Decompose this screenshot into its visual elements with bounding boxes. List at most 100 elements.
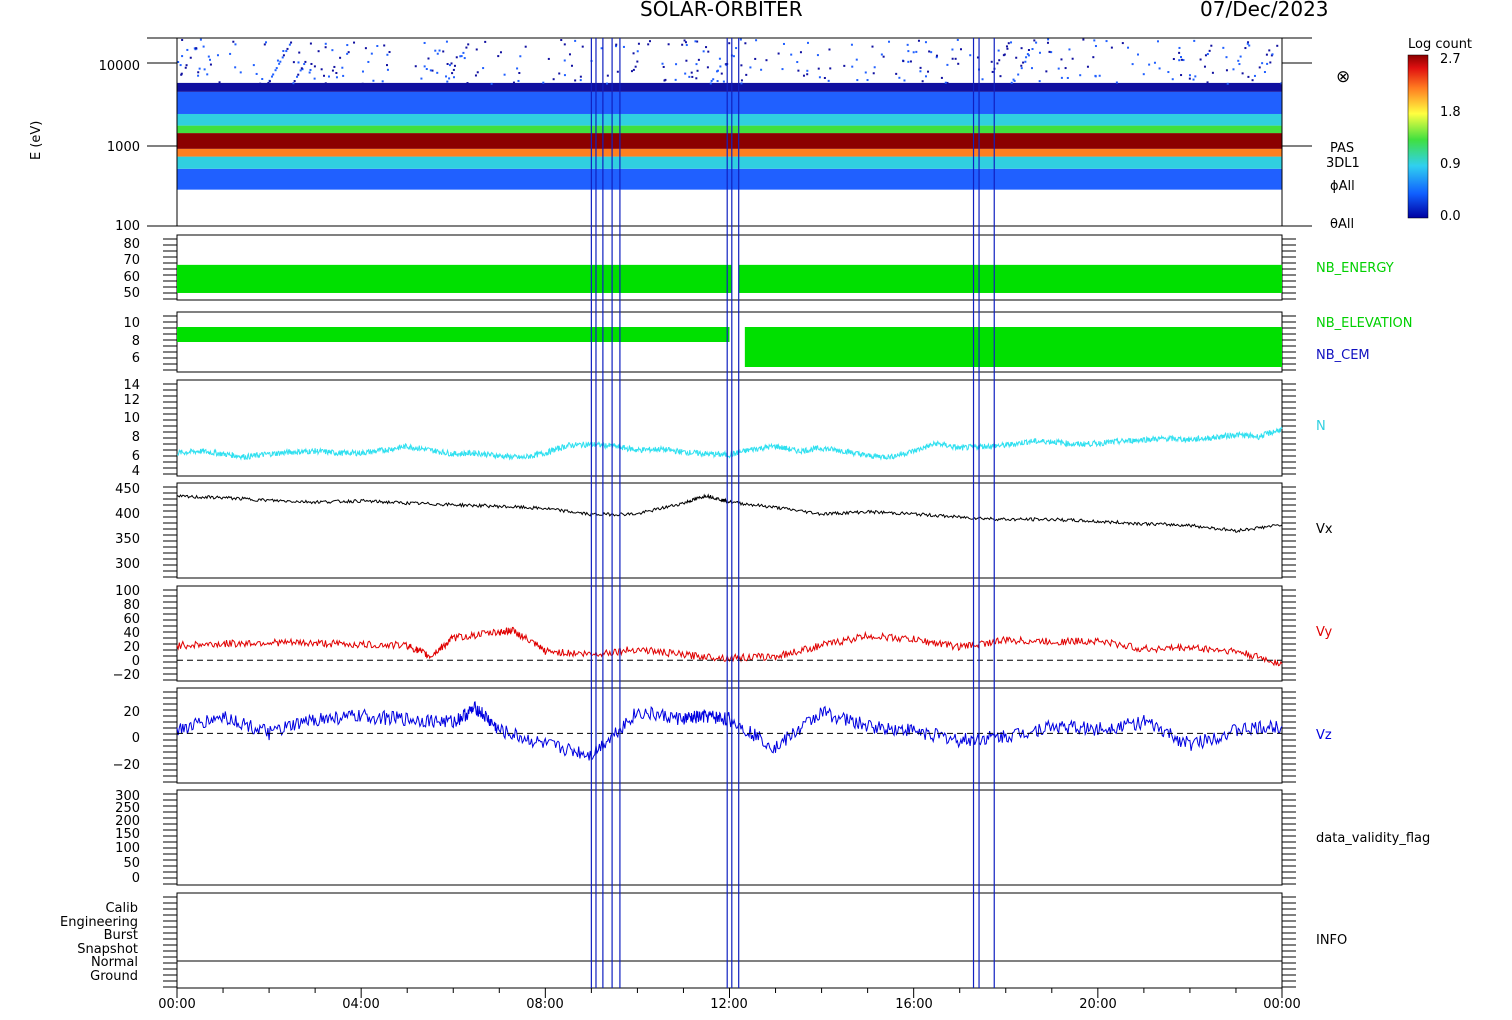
spectrogram-pixel (1031, 47, 1034, 50)
spectrogram-pixel (1206, 81, 1209, 84)
spectrogram-pixel (346, 52, 349, 55)
spectrogram-pixel (339, 56, 342, 59)
info-panel: Calib Engineering Burst Snapshot Normal … (60, 892, 1347, 989)
spectrogram-pixel (324, 42, 327, 45)
date-title: 07/Dec/2023 (1200, 0, 1329, 21)
vy-ytick: 60 (123, 612, 140, 627)
spectrogram-pixel (802, 74, 805, 77)
spectrogram-pixel (299, 69, 302, 72)
spectrogram-pixel (1178, 51, 1181, 54)
spectrogram-pixel (524, 45, 527, 48)
spectrogram-pixel (414, 65, 417, 68)
spectrogram-pixel (185, 64, 188, 67)
vx-ytick: 350 (115, 532, 140, 547)
spectrogram-pixel (1211, 71, 1214, 74)
spectrogram-pixel (320, 68, 323, 71)
validity-ytick: 250 (115, 801, 140, 816)
spectrogram-pixel (1010, 81, 1013, 84)
vx-panel: 450 400 350 300 Vx (115, 482, 1333, 579)
vx-ytick: 450 (115, 482, 140, 497)
spectrogram-pixel (630, 70, 633, 73)
spectrogram-pixel (951, 48, 954, 51)
info-ytick: Engineering (60, 915, 138, 930)
x-tick-label: 00:00 (158, 997, 195, 1012)
spectrogram-pixel (1239, 55, 1242, 58)
spectrogram-pixel (728, 42, 731, 45)
spectrogram-pixel (719, 65, 722, 68)
spectrogram-pixel (927, 70, 930, 73)
spectrogram-pixel (915, 50, 918, 53)
spectrogram-pixel (754, 57, 757, 60)
spectrogram-pixel (1179, 55, 1182, 58)
spectrogram-pixel (818, 76, 821, 79)
info-label: INFO (1316, 933, 1347, 948)
spectrogram-pixel (1225, 56, 1228, 59)
spectrogram-pixel (796, 61, 799, 64)
spectrogram-pixel (997, 49, 1000, 52)
spectrogram-pixel (735, 47, 738, 50)
spectrogram-pixel (1086, 65, 1089, 68)
spectrogram-panel: E (eV) 10000 1000 100 PAS 3DL1 ϕAll θAll (29, 37, 1360, 234)
spectrogram-band (177, 125, 1282, 134)
spectrogram-band (177, 133, 1282, 149)
spectrogram-pixel (517, 79, 520, 82)
spectrogram-pixel (333, 65, 336, 68)
spectrogram-pixel (850, 43, 853, 46)
validity-ytick: 200 (115, 814, 140, 829)
spectrogram-pixel (327, 75, 330, 78)
spectrogram-pixel (1148, 63, 1151, 66)
energy-panel: 80 70 60 50 NB_ENERGY (123, 234, 1394, 301)
spectrogram-pixel (843, 64, 846, 67)
spectrogram-pixel (386, 64, 389, 67)
spectrogram-pixel (286, 47, 289, 50)
spectrogram-pixel (552, 78, 555, 81)
spectrogram-pixel (451, 72, 454, 75)
spectrogram-pixel (1020, 67, 1023, 70)
spectrogram-pixel (516, 67, 519, 70)
spectrogram-pixel (1171, 78, 1174, 81)
spectrogram-pixel (765, 59, 768, 62)
spectrogram-label: θAll (1330, 217, 1354, 232)
spectrogram-ytick: 10000 (99, 59, 140, 74)
spectrogram-pixel (806, 69, 809, 72)
vy-label: Vy (1316, 625, 1333, 640)
spectrogram-pixel (702, 50, 705, 53)
spectrogram-pixel (1203, 65, 1206, 68)
spectrogram-pixel (197, 71, 200, 74)
energy-ytick: 60 (123, 270, 140, 285)
spectrogram-pixel (331, 69, 334, 72)
spectrogram-pixel (297, 61, 300, 64)
spectrogram-pixel (1268, 49, 1271, 52)
energy-ytick: 50 (123, 286, 140, 301)
density-label: N (1316, 419, 1326, 434)
spectrogram-pixel (342, 74, 345, 77)
spectrogram-pixel (206, 73, 209, 76)
spectrogram-pixel (718, 57, 721, 60)
spectrogram-pixel (297, 73, 300, 76)
spectrogram-pixel (474, 74, 477, 77)
spectrogram-pixel (1027, 49, 1030, 52)
spectrogram-pixel (1271, 53, 1274, 56)
spectrogram-pixel (1178, 46, 1181, 49)
vy-ytick: −20 (113, 668, 140, 683)
vz-ytick: 0 (132, 731, 140, 746)
spectrogram-pixel (579, 75, 582, 78)
spectrogram-pixel (851, 65, 854, 68)
spectrogram-pixel (448, 77, 451, 80)
spectrogram-pixel (744, 42, 747, 45)
spectrogram-pixel (632, 68, 635, 71)
spectrogram-pixel (647, 43, 650, 46)
spectrogram-pixel (912, 51, 915, 54)
spectrogram-pixel (740, 79, 743, 82)
spectrogram-pixel (745, 73, 748, 76)
vy-ytick: 40 (123, 626, 140, 641)
spectrogram-pixel (372, 79, 375, 82)
spectrogram-pixel (386, 68, 389, 71)
spectrogram-pixel (272, 73, 275, 76)
spectrogram-pixel (282, 54, 285, 57)
spectrogram-pixel (1180, 74, 1183, 77)
elevation-ytick: 8 (132, 334, 140, 349)
spectrogram-pixel (216, 54, 219, 57)
vy-ytick: 20 (123, 640, 140, 655)
